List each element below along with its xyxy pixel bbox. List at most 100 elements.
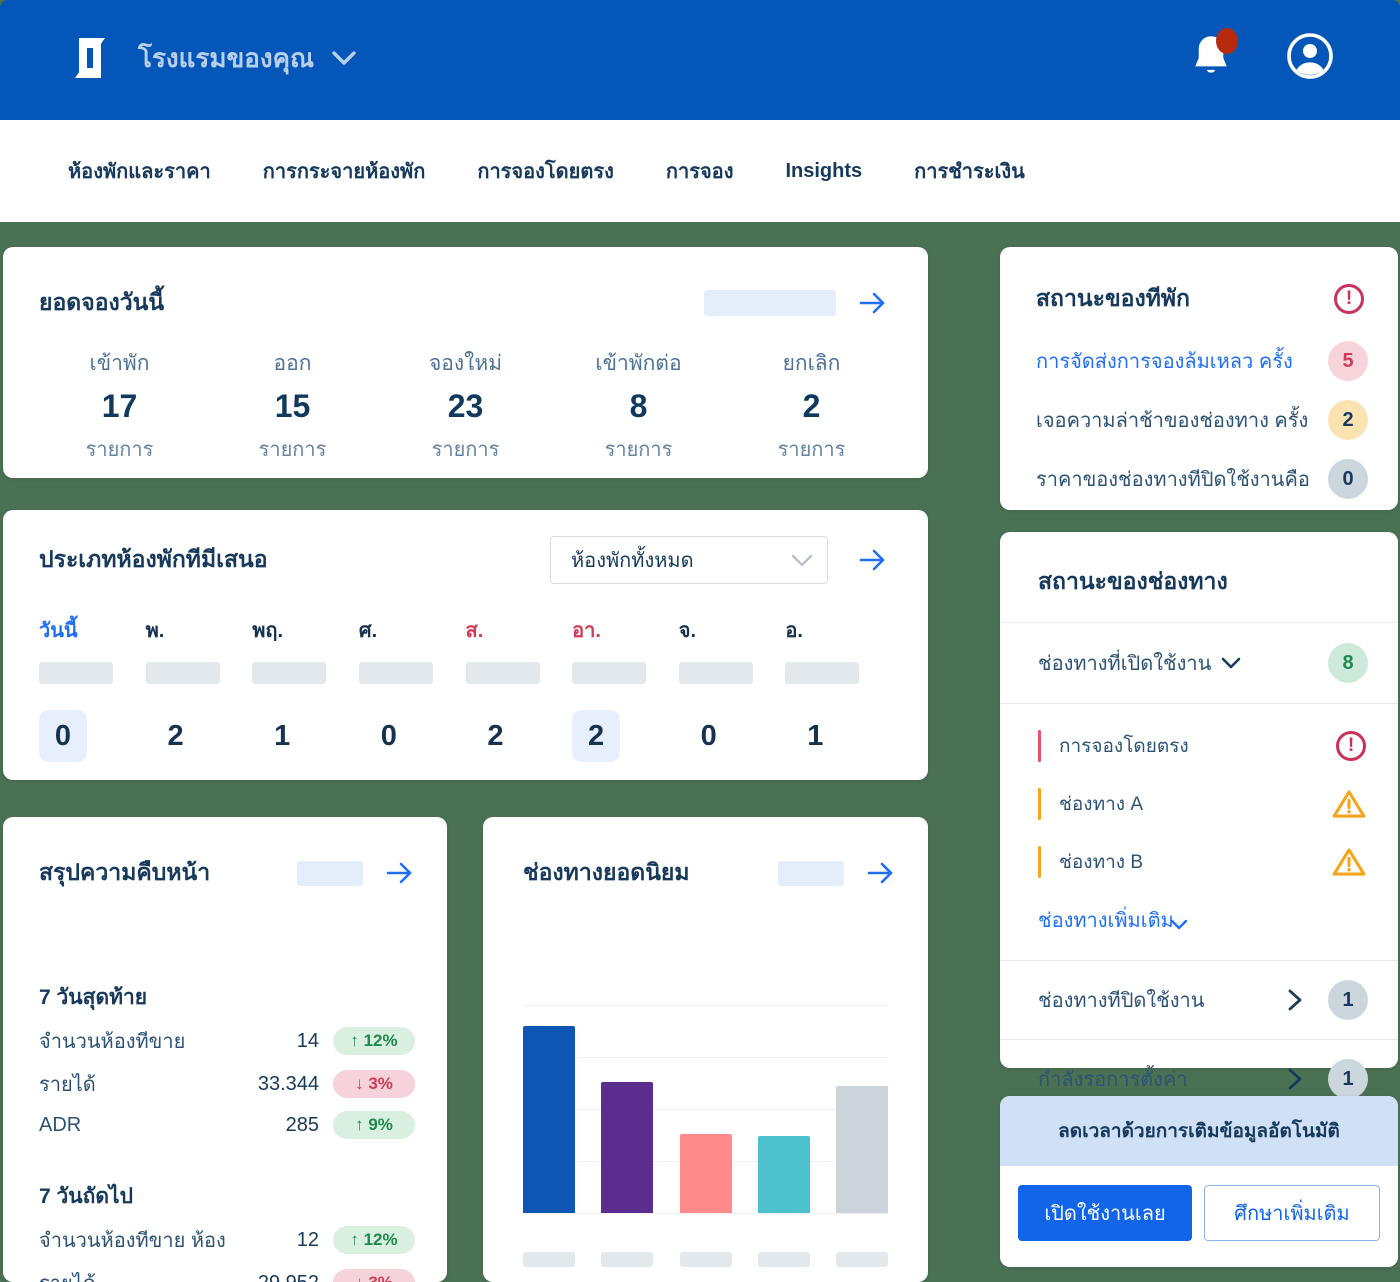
- progress-title: สรุปความคืบหน้า: [39, 859, 211, 885]
- channel-row-b[interactable]: ช่องทาง B: [1000, 846, 1398, 878]
- stat-unit: รายการ: [777, 439, 846, 461]
- day-value: 1: [807, 719, 824, 752]
- bar-labels-row: [523, 1252, 888, 1267]
- count-badge-yellow: 2: [1328, 400, 1368, 440]
- bar-channel-3: [679, 1133, 732, 1213]
- booking-stats-row: เข้าพัก 17 รายการ ออก 15 รายการ จองใหม่ …: [3, 321, 928, 465]
- delta-badge-up: ↑ 9%: [333, 1111, 415, 1139]
- metric-label: จำนวนห้องทีขาย ห้อง: [39, 1230, 226, 1252]
- day-col-thu[interactable]: พฤ. 1: [252, 614, 359, 762]
- nav-distribution[interactable]: การกระจายห้องพัก: [262, 161, 426, 183]
- status-row-failed-deliveries: การจัดส่งการจองล้มเหลว ครั้ง 5: [1000, 341, 1398, 381]
- nav-insights[interactable]: Insights: [785, 159, 863, 182]
- property-status-card: สถานะของทีพัก ! การจัดส่งการจองล้มเหลว ค…: [1000, 247, 1398, 510]
- channel-row-direct[interactable]: การจองโดยตรง !: [1000, 730, 1398, 762]
- nav-payments[interactable]: การชำระเงิน: [914, 161, 1025, 183]
- metric-row-rooms-sold: จำนวนห้องทีขาย ห้อง 12 ↑ 12%: [3, 1224, 447, 1256]
- count-badge-green: 8: [1328, 643, 1368, 683]
- metric-label: รายได้: [39, 1267, 231, 1282]
- property-switcher[interactable]: โรงแรมของคุณ: [138, 38, 356, 79]
- channel-label: ช่องทาง A: [1059, 794, 1144, 815]
- day-value: 2: [487, 719, 504, 752]
- learn-more-button[interactable]: ศึกษาเพิ่มเติม: [1204, 1185, 1380, 1241]
- disabled-channels-row[interactable]: ช่องทางทีปิดใช้งาน 1: [1000, 961, 1398, 1040]
- pending-setup-row[interactable]: กำลังรอการตั้งค่า 1: [1000, 1040, 1398, 1118]
- stat-label: ยกเลิก: [782, 352, 841, 375]
- delta-badge-up: ↑ 12%: [333, 1027, 415, 1055]
- property-name: โรงแรมของคุณ: [138, 42, 315, 73]
- metric-value: 29.952: [231, 1272, 319, 1282]
- enabled-channels-toggle[interactable]: ช่องทางที่เปิดใช้งาน: [1038, 647, 1328, 679]
- day-label: พฤ.: [252, 620, 284, 642]
- metric-label: ADR: [39, 1113, 82, 1136]
- metric-row-adr: ADR 285 ↑ 9%: [3, 1111, 447, 1139]
- promo-title: ลดเวลาด้วยการเติมข้อมูลอัตโนมัติ: [1058, 1121, 1340, 1142]
- day-col-fri[interactable]: ศ. 0: [358, 614, 466, 762]
- channel-label: การจองโดยตรง: [1059, 736, 1189, 757]
- count-badge-red: 5: [1328, 341, 1368, 381]
- count-badge-gray: 0: [1328, 459, 1368, 499]
- skeleton-placeholder: [679, 1252, 732, 1267]
- metric-label: จำนวนห้องทีขาย: [39, 1031, 186, 1053]
- nav-rooms-rates[interactable]: ห้องพักและราคา: [68, 161, 211, 183]
- top-channels-arrow-link[interactable]: [866, 861, 896, 885]
- skeleton-placeholder: [39, 662, 113, 684]
- skeleton-placeholder: [523, 1252, 575, 1267]
- day-col-tue[interactable]: อ. 1: [785, 614, 892, 762]
- room-types-title: ประเภทห้องพักทีมีเสนอ: [39, 546, 268, 572]
- delta-badge-down: ↓ 3%: [333, 1269, 415, 1282]
- channel-accent-bar: [1038, 730, 1041, 762]
- notification-dot: [1216, 28, 1238, 54]
- day-value: 0: [54, 719, 72, 752]
- metric-value: 12: [296, 1228, 319, 1251]
- arrow-right-icon: [867, 862, 893, 884]
- metric-value: 33.344: [257, 1072, 319, 1095]
- progress-summary-card: สรุปความคืบหน้า 7 วันสุดท้าย จำนวนห้องที…: [3, 817, 447, 1282]
- skeleton-placeholder: [572, 662, 647, 684]
- stat-value: 8: [629, 388, 648, 424]
- stat-value: 23: [447, 388, 484, 424]
- stat-unit: รายการ: [85, 439, 154, 461]
- error-alert-icon: !: [1334, 284, 1364, 314]
- failed-deliveries-link[interactable]: การจัดส่งการจองล้มเหลว ครั้ง: [1036, 351, 1293, 373]
- day-label: อา.: [572, 620, 601, 642]
- nav-direct-booking[interactable]: การจองโดยตรง: [477, 161, 614, 183]
- day-col-sun[interactable]: อา. 2: [572, 614, 679, 762]
- app-header: โรงแรมของคุณ: [0, 0, 1400, 120]
- progress-arrow-link[interactable]: [385, 861, 415, 885]
- account-button[interactable]: [1286, 32, 1334, 80]
- room-types-arrow-link[interactable]: [858, 548, 888, 572]
- skeleton-placeholder: [757, 1252, 810, 1267]
- notifications-button[interactable]: [1190, 28, 1238, 80]
- stat-label: เข้าพักต่อ: [595, 352, 682, 375]
- metric-value: 285: [285, 1113, 319, 1136]
- skeleton-placeholder: [297, 860, 363, 886]
- arrow-right-icon: [859, 292, 885, 314]
- channel-row-a[interactable]: ช่องทาง A: [1000, 788, 1398, 820]
- next-7-days-title: 7 วันถัดไป: [39, 1185, 133, 1208]
- room-filter-dropdown[interactable]: ห้องพักทั้งหมด: [550, 536, 828, 584]
- gridline: [523, 1109, 888, 1110]
- chevron-right-icon: [1288, 989, 1302, 1011]
- stat-unit: รายการ: [258, 439, 327, 461]
- enable-now-button[interactable]: เปิดใช้งานเลย: [1018, 1185, 1192, 1241]
- more-channels-link[interactable]: ช่องทางเพิ่มเติม: [1000, 878, 1398, 961]
- skeleton-placeholder: [778, 860, 844, 886]
- metric-row-revenue: รายได้ 33.344 ↓ 3%: [3, 1068, 447, 1100]
- delta-badge-up: ↑ 12%: [333, 1226, 415, 1254]
- stat-label: จองใหม่: [428, 352, 503, 375]
- nav-reservations[interactable]: การจอง: [665, 161, 734, 183]
- today-bookings-arrow-link[interactable]: [858, 291, 888, 315]
- day-col-wed[interactable]: พ. 2: [145, 614, 253, 762]
- day-col-sat[interactable]: ส. 2: [465, 614, 573, 762]
- skeleton-placeholder: [358, 662, 433, 684]
- enabled-channels-label: ช่องทางที่เปิดใช้งาน: [1038, 653, 1212, 675]
- siteminder-logo-icon: [75, 38, 105, 78]
- error-alert-icon: !: [1336, 731, 1366, 761]
- day-col-today[interactable]: วันนี้ 0: [39, 614, 146, 762]
- day-value: 1: [274, 719, 291, 752]
- user-avatar-icon: [1287, 33, 1333, 79]
- day-col-mon[interactable]: จ. 0: [678, 614, 786, 762]
- status-row-disabled-rates: ราคาของช่องทางทีปิดใช้งานคือ 0: [1000, 459, 1398, 499]
